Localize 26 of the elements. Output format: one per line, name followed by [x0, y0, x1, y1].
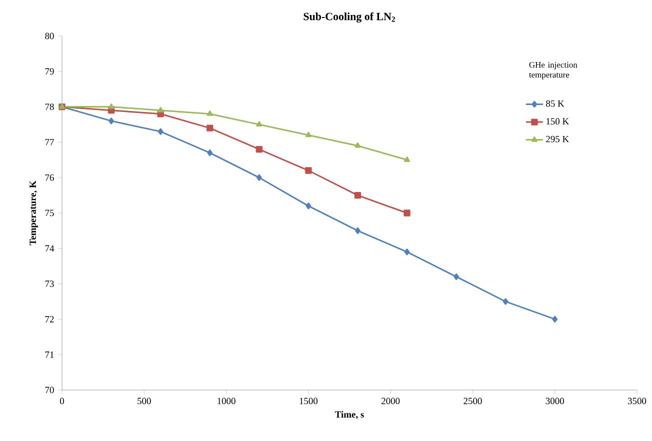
x-tick-label: 3000	[546, 398, 564, 404]
y-axis-title: Temperature, K	[30, 180, 38, 246]
x-tick-label: 2000	[382, 398, 400, 404]
x-tick-label: 1500	[300, 398, 318, 404]
chart-title: Sub-Cooling of LN$_{2}$	[304, 12, 395, 22]
y-tick-label: 79	[45, 68, 54, 75]
x-tick-label: 0	[60, 398, 64, 404]
y-tick-label: 77	[45, 139, 54, 146]
legend-label: 85 K	[546, 100, 564, 107]
y-tick-label: 72	[45, 316, 54, 322]
y-tick-label: 76	[45, 174, 54, 181]
legend-label: 295 K	[546, 136, 569, 142]
legend-title: GHe injection temperature	[529, 62, 578, 80]
y-tick-label: 80	[45, 32, 54, 40]
x-tick-label: 1000	[218, 398, 236, 404]
legend-label: 150 K	[546, 118, 569, 125]
y-tick-label: 71	[45, 351, 54, 358]
y-tick-label: 78	[45, 104, 54, 110]
y-tick-label: 70	[45, 386, 54, 394]
x-tick-label: 3500	[628, 398, 646, 404]
y-tick-label: 73	[45, 280, 54, 287]
y-tick-label: 75	[45, 210, 54, 216]
x-tick-label: 2500	[464, 398, 482, 404]
y-tick-label: 74	[45, 245, 54, 252]
x-tick-label: 500	[138, 398, 151, 404]
x-axis-title: Time, s	[335, 411, 364, 420]
